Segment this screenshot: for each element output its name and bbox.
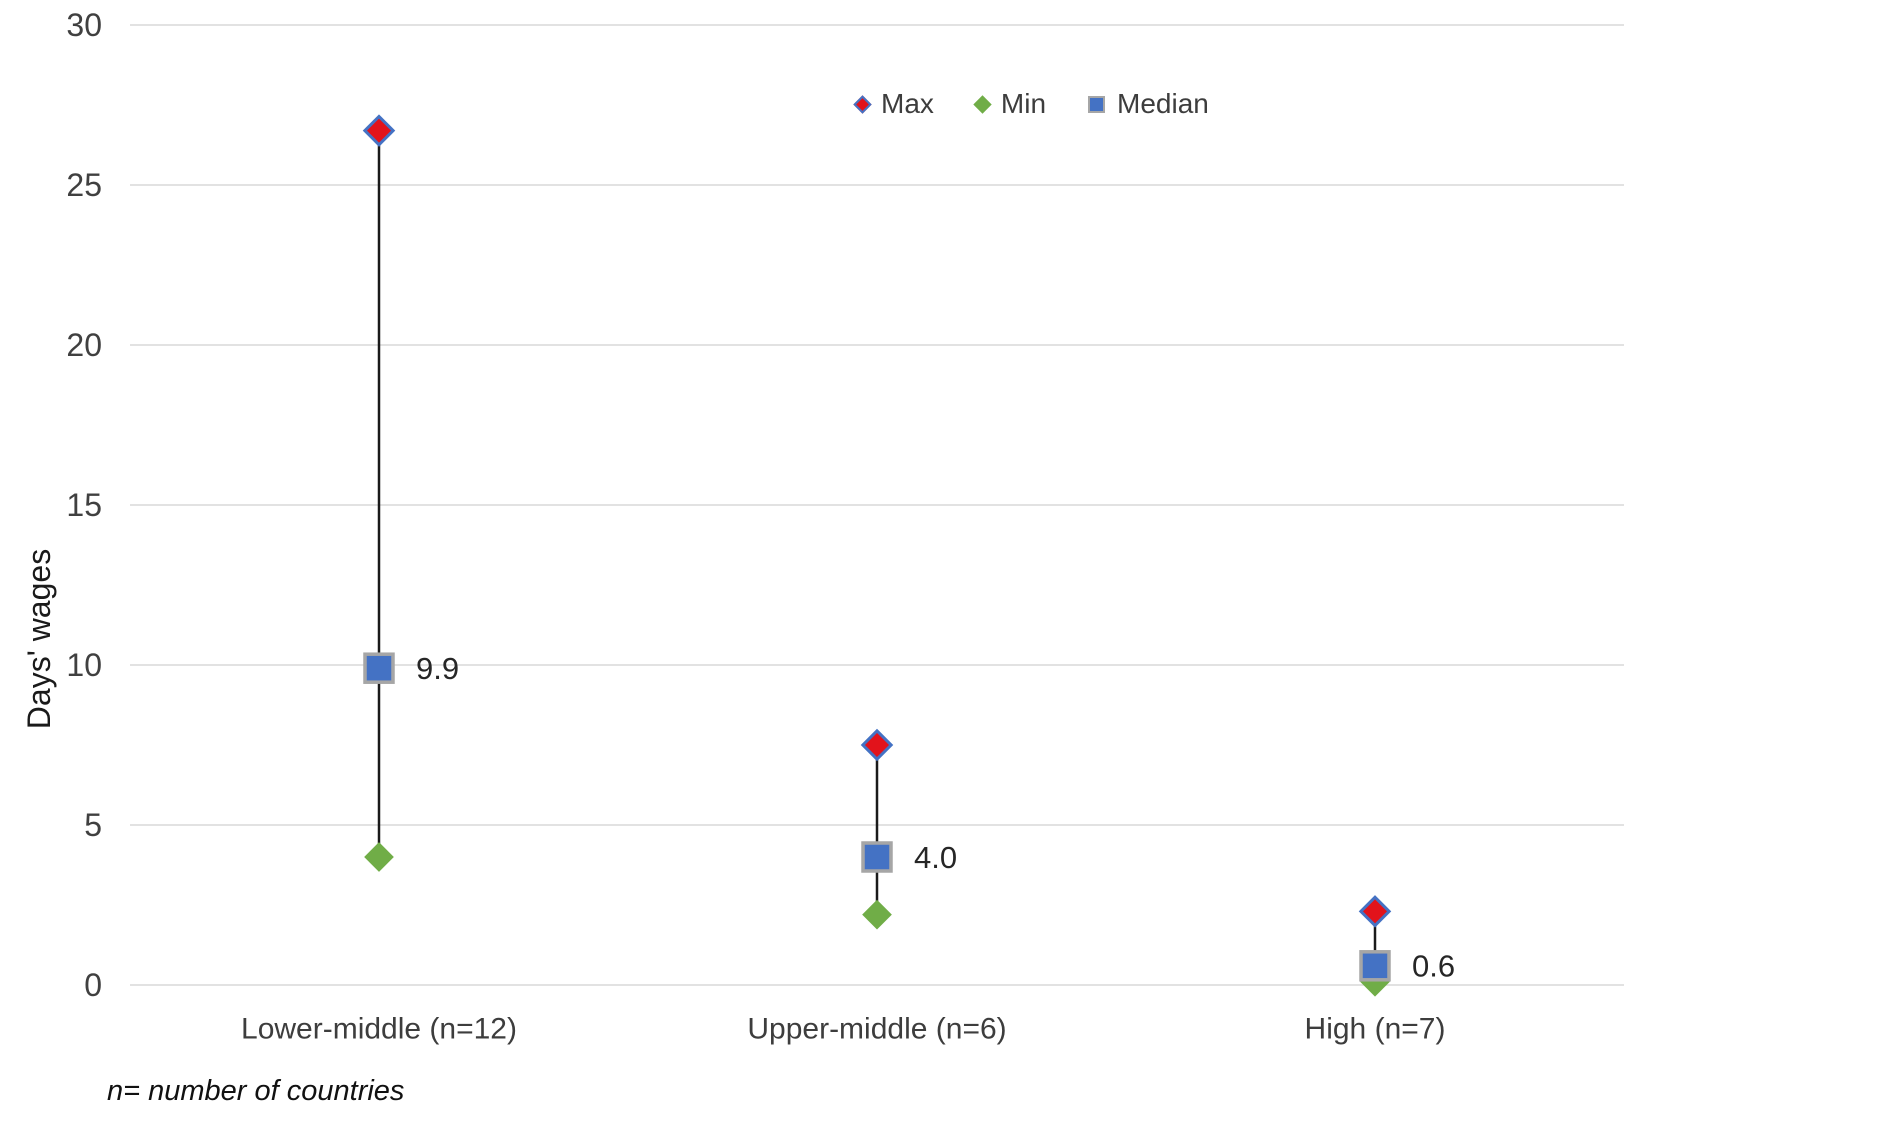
- y-tick-label-5: 5: [84, 807, 102, 843]
- min-marker: [862, 899, 892, 930]
- median-data-label: 4.0: [914, 840, 957, 875]
- x-category-label: Lower-middle (n=12): [241, 1013, 517, 1046]
- median-data-label: 0.6: [1412, 949, 1455, 984]
- y-tick-label-0: 0: [84, 967, 102, 1003]
- max-marker: [1358, 895, 1392, 928]
- legend-label-min: Min: [1000, 88, 1047, 119]
- footnote-n-definition: n= number of countries: [107, 1075, 405, 1107]
- y-tick-label-30: 30: [66, 7, 102, 43]
- y-tick-label-20: 20: [66, 327, 102, 363]
- median-marker: [363, 652, 395, 684]
- legend-item-min: Min: [973, 88, 1047, 120]
- legend-median-square-icon: [1088, 95, 1106, 113]
- y-tick-label-10: 10: [66, 647, 102, 683]
- y-tick-label-15: 15: [66, 487, 102, 523]
- legend-label-max: Max: [881, 88, 934, 119]
- median-marker: [861, 841, 893, 873]
- chart-legend: Max Min Median: [853, 88, 1209, 120]
- max-marker: [362, 114, 396, 147]
- y-tick-label-25: 25: [66, 167, 102, 203]
- x-category-label: High (n=7): [1305, 1013, 1446, 1046]
- y-axis-title: Days' wages: [21, 548, 57, 730]
- legend-min-diamond-icon: [973, 94, 992, 114]
- max-marker: [860, 728, 894, 762]
- median-marker: [1359, 950, 1391, 982]
- legend-label-median: Median: [1117, 88, 1209, 119]
- legend-item-median: Median: [1088, 88, 1209, 120]
- legend-item-max: Max: [853, 88, 934, 120]
- min-marker: [364, 842, 394, 872]
- median-data-label: 9.9: [416, 651, 459, 686]
- x-category-label: Upper-middle (n=6): [747, 1013, 1006, 1046]
- legend-max-diamond-icon: [853, 94, 872, 114]
